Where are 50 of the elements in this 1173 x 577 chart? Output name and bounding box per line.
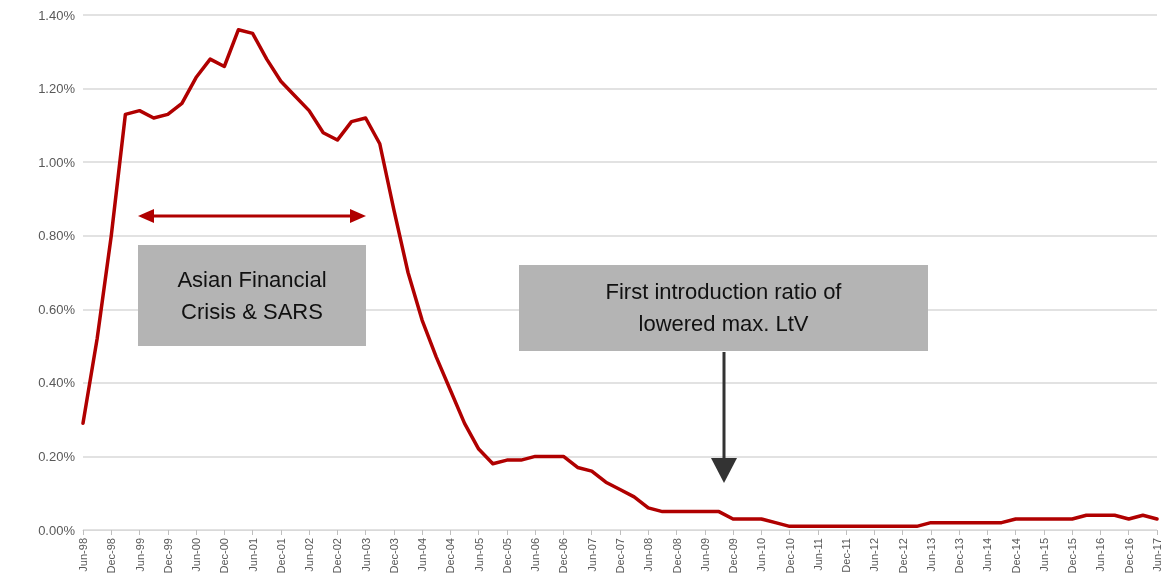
x-tick-label: Dec-11: [840, 538, 853, 573]
y-tick-label: 0.60%: [38, 301, 76, 317]
x-tick-label: Jun-02: [303, 538, 316, 572]
x-tick-label: Jun-08: [642, 538, 655, 572]
x-tick-label: Jun-14: [981, 538, 994, 572]
x-tick-label: Dec-09: [727, 538, 740, 574]
x-tick-label: Dec-04: [444, 538, 457, 574]
x-tick-label: Dec-14: [1009, 538, 1022, 574]
x-tick-label: Dec-08: [670, 538, 683, 574]
y-tick-label: 0.20%: [38, 448, 76, 464]
x-tick-label: Jun-13: [924, 538, 937, 572]
x-tick-label: Jun-05: [472, 538, 485, 572]
line-series: [81, 27, 1159, 529]
x-tick-label: Jun-16: [1094, 538, 1107, 572]
x-tick-label: Jun-11: [811, 538, 824, 571]
x-tick-label: Jun-01: [246, 538, 259, 572]
x-tick-label: Dec-06: [557, 538, 570, 574]
y-tick-label: 0.00%: [38, 522, 76, 538]
x-tick-label: Jun-98: [77, 538, 89, 572]
x-tick-label: Jun-99: [133, 538, 146, 572]
note-box: Asian Financial Crisis & SARS: [138, 245, 366, 346]
x-tick-label: Dec-05: [500, 538, 513, 574]
x-tick-label: Jun-09: [698, 538, 711, 572]
x-tick-label: Jun-06: [529, 538, 542, 572]
x-tick-label: Dec-12: [896, 538, 909, 574]
x-tick-label: Dec-00: [218, 538, 231, 574]
x-tick-label: Dec-07: [614, 538, 626, 574]
y-tick-label: 1.00%: [38, 154, 76, 170]
x-tick-label: Dec-98: [105, 538, 118, 574]
x-tick-label: Jun-03: [359, 538, 372, 572]
x-tick-label: Dec-99: [161, 538, 174, 574]
x-tick-label: Jun-17: [1151, 538, 1163, 572]
y-tick-label: 0.80%: [38, 228, 76, 244]
x-tick-label: Jun-07: [585, 538, 598, 572]
y-tick-label: 0.40%: [38, 375, 76, 391]
x-tick-label: Jun-12: [868, 538, 881, 572]
x-tick-label: Jun-04: [416, 538, 429, 572]
y-tick-label: 1.40%: [38, 7, 76, 23]
x-tick-label: Jun-15: [1037, 538, 1050, 572]
y-tick-label: 1.20%: [38, 81, 76, 97]
x-tick-label: Dec-10: [783, 538, 796, 574]
x-tick-label: Dec-13: [953, 538, 966, 574]
note-box: First introduction ratio of lowered max. LtV: [519, 265, 928, 351]
x-tick-label: Dec-02: [331, 538, 344, 574]
x-tick-label: Dec-16: [1122, 538, 1135, 574]
x-tick-label: Jun-10: [755, 538, 768, 572]
x-tick-label: Dec-15: [1066, 538, 1079, 574]
x-tick-label: Jun-00: [190, 538, 203, 572]
x-tick-label: Dec-01: [274, 538, 287, 574]
x-tick-label: Dec-03: [387, 538, 400, 574]
